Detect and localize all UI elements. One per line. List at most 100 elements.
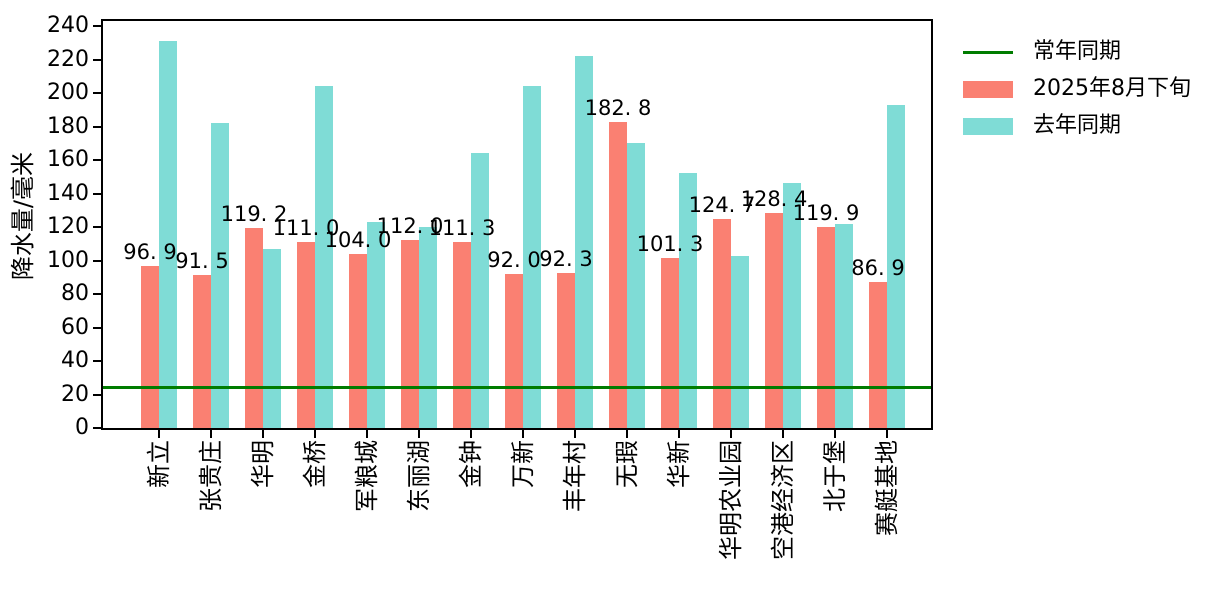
x-tick-label-华明: 华明 (249, 440, 277, 488)
bar-aug2025-万新 (505, 273, 523, 428)
x-tick-label-东丽湖: 东丽湖 (405, 440, 433, 512)
y-tick-mark (93, 192, 101, 195)
bar-lastyear-无瑕 (627, 143, 645, 428)
x-tick-mark (418, 430, 420, 438)
y-tick-label: 180 (47, 113, 89, 139)
y-tick-label: 240 (47, 13, 89, 39)
bar-lastyear-张贵庄 (211, 123, 229, 428)
x-tick-mark (470, 430, 472, 438)
y-tick-mark (93, 360, 101, 363)
x-tick-label-丰年村: 丰年村 (561, 440, 589, 512)
bar-value-label: 119. 9 (792, 201, 860, 226)
bar-aug2025-东丽湖 (401, 240, 419, 428)
x-tick-label-军粮城: 军粮城 (353, 440, 381, 512)
legend-label: 去年同期 (1033, 113, 1122, 138)
y-tick-label: 140 (47, 180, 89, 206)
y-tick-label: 0 (75, 415, 89, 440)
legend-label: 2025年8月下旬 (1033, 76, 1191, 101)
bar-aug2025-张贵庄 (193, 274, 211, 428)
bar-lastyear-东丽湖 (419, 227, 437, 428)
x-tick-label-赛艇基地: 赛艇基地 (873, 440, 901, 536)
bar-value-label: 112. 0 (376, 214, 444, 239)
y-tick-mark (93, 58, 101, 61)
y-tick-label: 80 (61, 281, 89, 307)
bar-value-label: 124. 7 (688, 193, 756, 218)
bar-lastyear-华明农业园 (731, 255, 749, 428)
bar-aug2025-华明 (245, 228, 263, 428)
x-tick-label-空港经济区: 空港经济区 (769, 440, 797, 560)
x-tick-label-金钟: 金钟 (457, 440, 485, 488)
x-tick-mark (886, 430, 888, 438)
bar-aug2025-无瑕 (609, 121, 627, 428)
bar-value-label: 111. 3 (428, 215, 496, 240)
y-tick-mark (93, 293, 101, 296)
x-tick-mark (158, 430, 160, 438)
y-tick-mark (93, 92, 101, 95)
y-tick-label: 220 (47, 46, 89, 72)
x-tick-mark (678, 430, 680, 438)
x-tick-mark (730, 430, 732, 438)
normal-period-reference-line (103, 386, 931, 390)
x-tick-label-张贵庄: 张贵庄 (197, 440, 225, 512)
x-tick-label-万新: 万新 (509, 440, 537, 488)
x-tick-mark (574, 430, 576, 438)
bar-lastyear-华明 (263, 248, 281, 428)
bar-value-label: 128. 4 (740, 186, 808, 211)
x-tick-label-华明农业园: 华明农业园 (717, 440, 745, 560)
y-tick-label: 160 (47, 147, 89, 173)
legend-row-lastyear: 去年同期 (963, 114, 1191, 138)
y-tick-mark (93, 226, 101, 229)
x-tick-label-华新: 华新 (665, 440, 693, 488)
y-tick-label: 120 (47, 214, 89, 240)
bar-lastyear-万新 (523, 86, 541, 428)
y-tick-mark (93, 393, 101, 396)
legend-row-aug2025: 2025年8月下旬 (963, 77, 1191, 101)
bar-value-label: 92. 0 (487, 247, 541, 272)
y-tick-mark (93, 427, 101, 429)
y-tick-mark (93, 159, 101, 162)
y-axis-title: 降水量/毫米 (9, 152, 37, 281)
y-tick-label: 100 (47, 247, 89, 273)
bar-value-label: 92. 3 (539, 247, 593, 272)
bar-lastyear-北于堡 (835, 223, 853, 428)
legend-row-normal-period: 常年同期 (963, 40, 1191, 64)
x-tick-mark (262, 430, 264, 438)
legend-swatch-aug2025 (963, 80, 1013, 98)
bar-aug2025-华明农业园 (713, 219, 731, 428)
x-tick-mark (782, 430, 784, 438)
y-tick-mark (93, 125, 101, 128)
x-tick-label-新立: 新立 (145, 440, 173, 488)
y-tick-mark (93, 326, 101, 329)
bar-lastyear-丰年村 (575, 56, 593, 428)
bar-value-label: 182. 8 (584, 95, 652, 120)
bar-value-label: 96. 9 (123, 239, 177, 264)
x-tick-mark (366, 430, 368, 438)
bar-aug2025-华新 (661, 258, 679, 428)
y-tick-label: 40 (61, 348, 89, 374)
bar-value-label: 104. 0 (324, 227, 392, 252)
y-tick-label: 20 (61, 381, 89, 407)
legend-swatch-lastyear (963, 117, 1013, 135)
bar-aug2025-北于堡 (817, 227, 835, 428)
x-tick-label-无瑕: 无瑕 (613, 440, 641, 488)
bar-lastyear-空港经济区 (783, 183, 801, 428)
bar-lastyear-赛艇基地 (887, 104, 905, 428)
bar-aug2025-军粮城 (349, 253, 367, 428)
y-tick-label: 200 (47, 80, 89, 106)
bar-lastyear-军粮城 (367, 222, 385, 428)
x-tick-mark (314, 430, 316, 438)
legend-line-sample (963, 50, 1013, 54)
bar-aug2025-空港经济区 (765, 212, 783, 428)
x-tick-mark (626, 430, 628, 438)
x-tick-mark (834, 430, 836, 438)
bar-value-label: 91. 5 (175, 248, 229, 273)
y-tick-mark (93, 259, 101, 262)
bar-aug2025-金桥 (297, 242, 315, 428)
x-tick-mark (210, 430, 212, 438)
legend: 常年同期 2025年8月下旬 去年同期 (963, 40, 1191, 151)
legend-label: 常年同期 (1033, 39, 1122, 64)
bar-lastyear-新立 (159, 41, 177, 428)
bar-aug2025-新立 (141, 265, 159, 428)
